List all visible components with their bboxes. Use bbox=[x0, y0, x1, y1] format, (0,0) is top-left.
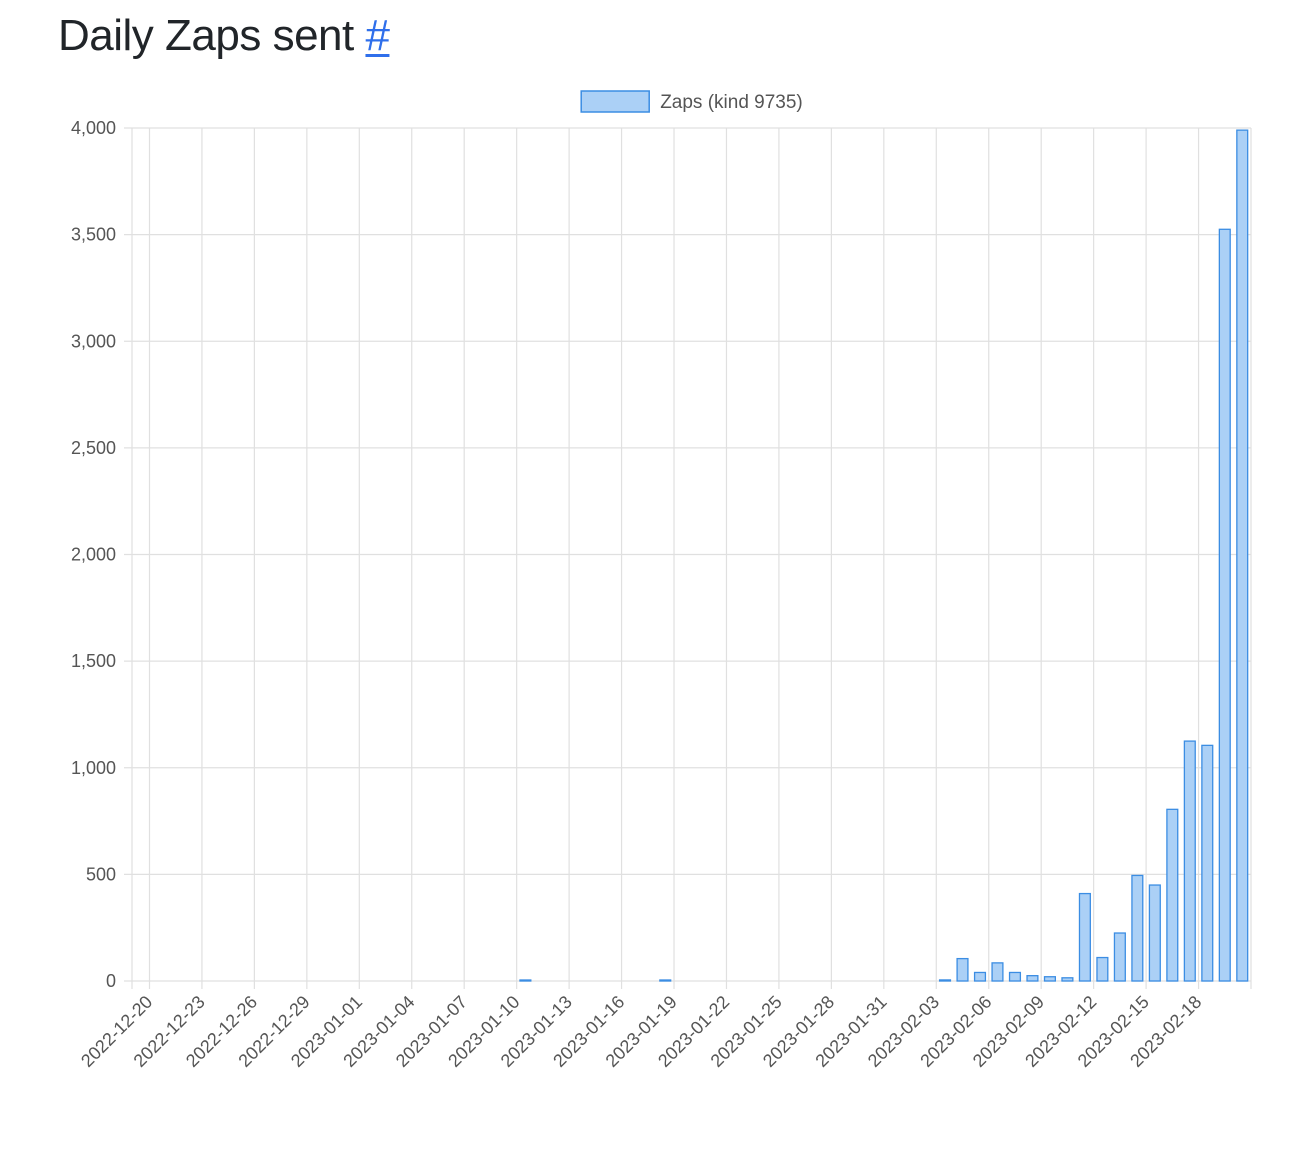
bar[interactable] bbox=[1131, 874, 1144, 982]
anchor-link[interactable]: # bbox=[365, 11, 390, 60]
bar[interactable] bbox=[1148, 884, 1161, 982]
bar[interactable] bbox=[1218, 228, 1231, 982]
bar[interactable] bbox=[1236, 129, 1249, 982]
bar[interactable] bbox=[1201, 744, 1214, 982]
bar[interactable] bbox=[1183, 740, 1196, 982]
bar[interactable] bbox=[1166, 808, 1179, 982]
y-tick-label: 2,000 bbox=[71, 545, 116, 565]
legend-swatch bbox=[580, 90, 650, 113]
bar[interactable] bbox=[1061, 977, 1074, 982]
bar[interactable] bbox=[956, 957, 969, 982]
bar[interactable] bbox=[938, 979, 952, 982]
legend[interactable]: Zaps (kind 9735) bbox=[580, 90, 803, 113]
page-title-text: Daily Zaps sent bbox=[58, 11, 354, 60]
bar[interactable] bbox=[1008, 971, 1022, 982]
bar[interactable] bbox=[973, 971, 987, 982]
y-tick-label: 1,000 bbox=[71, 758, 116, 778]
bar[interactable] bbox=[1078, 892, 1091, 982]
y-tick-label: 3,000 bbox=[71, 331, 116, 351]
bar[interactable] bbox=[1113, 932, 1126, 982]
y-tick-label: 0 bbox=[106, 971, 116, 991]
bar[interactable] bbox=[659, 979, 672, 982]
x-axis: 2022-12-202022-12-232022-12-262022-12-29… bbox=[77, 992, 1205, 1071]
y-tick-label: 500 bbox=[86, 864, 116, 884]
bars bbox=[519, 129, 1249, 982]
legend-label[interactable]: Zaps (kind 9735) bbox=[660, 92, 803, 113]
y-tick-label: 4,000 bbox=[71, 118, 116, 138]
y-axis: 0 500 1,000 1,500 2,000 2,500 3,000 3,500 4,000 bbox=[71, 118, 116, 991]
page-title: Daily Zaps sent # bbox=[58, 8, 390, 64]
bar[interactable] bbox=[519, 979, 532, 982]
grid-lines bbox=[124, 127, 1252, 989]
y-tick-label: 1,500 bbox=[71, 651, 116, 671]
bar[interactable] bbox=[1043, 976, 1056, 982]
bar[interactable] bbox=[1026, 975, 1039, 982]
bar[interactable] bbox=[1096, 956, 1109, 982]
y-tick-label: 2,500 bbox=[71, 438, 116, 458]
bar[interactable] bbox=[991, 962, 1004, 982]
y-tick-label: 3,500 bbox=[71, 225, 116, 245]
